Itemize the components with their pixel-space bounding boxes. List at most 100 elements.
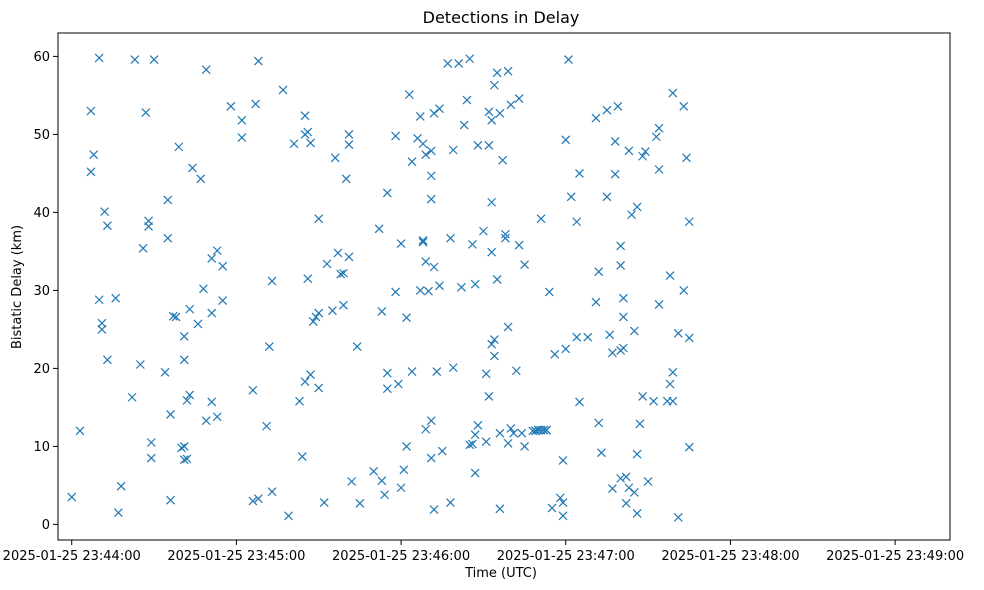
data-point: [566, 192, 576, 202]
data-point: [487, 115, 497, 125]
data-point: [495, 428, 505, 438]
data-point: [163, 233, 173, 243]
x-tick-label: 2025-01-25 23:45:00: [167, 549, 305, 564]
data-point: [470, 430, 480, 440]
data-point: [174, 142, 184, 152]
data-point: [503, 438, 513, 448]
data-point: [448, 363, 458, 373]
data-point: [613, 101, 623, 111]
data-point: [319, 498, 329, 507]
x-tick-label: 2025-01-25 23:46:00: [332, 549, 470, 564]
data-point: [503, 66, 513, 76]
data-point: [500, 229, 510, 239]
data-point: [94, 53, 104, 63]
data-point: [253, 56, 263, 66]
data-point: [684, 442, 694, 452]
data-point: [498, 155, 508, 165]
data-point: [426, 453, 436, 463]
data-point: [297, 452, 307, 461]
data-point: [369, 466, 379, 476]
data-point: [407, 157, 417, 167]
data-point: [632, 449, 642, 459]
data-point: [550, 349, 560, 359]
data-point: [605, 330, 615, 340]
data-point: [149, 55, 159, 64]
data-point: [166, 495, 175, 505]
data-point: [102, 355, 112, 365]
data-point: [454, 58, 464, 68]
data-point: [489, 335, 499, 344]
data-point: [492, 68, 502, 78]
data-point: [179, 455, 189, 465]
x-tick-label: 2025-01-25 23:49:00: [826, 549, 964, 564]
data-point: [278, 85, 288, 95]
data-point: [300, 111, 310, 121]
data-point: [179, 331, 189, 341]
data-point: [111, 293, 121, 303]
data-point: [484, 392, 494, 401]
data-point: [199, 284, 208, 294]
data-point: [446, 233, 455, 243]
data-point: [355, 498, 365, 508]
data-point: [86, 106, 96, 116]
data-points: [67, 53, 694, 522]
data-point: [382, 384, 392, 394]
data-point: [520, 260, 530, 270]
data-point: [424, 286, 433, 296]
data-point: [602, 192, 612, 202]
data-point: [682, 153, 691, 163]
data-point: [382, 368, 392, 378]
data-point: [640, 147, 650, 156]
data-point: [251, 99, 261, 109]
data-point: [654, 165, 664, 174]
data-point: [651, 132, 661, 142]
data-point: [437, 446, 447, 456]
data-point: [473, 420, 483, 430]
data-point: [160, 367, 170, 377]
data-point: [166, 409, 175, 419]
data-point: [347, 477, 357, 486]
data-point: [336, 269, 346, 279]
data-point: [594, 267, 604, 277]
data-point: [487, 247, 497, 257]
data-point: [314, 383, 324, 393]
data-point: [177, 443, 186, 453]
data-point: [435, 104, 444, 114]
data-point: [289, 139, 299, 149]
y-tick-label: 20: [33, 362, 50, 377]
data-point: [193, 319, 203, 329]
data-point: [624, 146, 634, 156]
data-point: [618, 343, 628, 353]
data-point: [448, 145, 458, 155]
x-tick-label: 2025-01-25 23:44:00: [3, 549, 141, 564]
data-point: [629, 487, 639, 497]
data-point: [632, 509, 642, 518]
data-point: [314, 308, 324, 318]
data-point: [558, 498, 568, 507]
data-point: [67, 492, 77, 502]
data-point: [572, 217, 582, 227]
data-point: [514, 240, 524, 250]
data-point: [333, 248, 343, 258]
data-point: [616, 241, 626, 251]
y-tick-label: 60: [33, 50, 50, 65]
data-point: [421, 150, 431, 160]
data-point: [226, 101, 236, 111]
data-point: [421, 257, 431, 266]
y-tick-label: 0: [42, 518, 50, 533]
data-point: [380, 490, 390, 500]
data-point: [684, 333, 694, 343]
data-point: [116, 481, 126, 491]
data-point: [171, 312, 181, 322]
data-point: [352, 342, 362, 351]
data-point: [253, 494, 263, 504]
data-point: [402, 441, 411, 451]
data-point: [500, 233, 510, 243]
y-tick-label: 10: [33, 440, 50, 455]
data-point: [300, 377, 310, 387]
data-point: [470, 468, 480, 478]
data-point: [308, 317, 318, 327]
data-point: [267, 276, 277, 286]
data-point: [421, 424, 431, 434]
data-point: [489, 351, 499, 361]
